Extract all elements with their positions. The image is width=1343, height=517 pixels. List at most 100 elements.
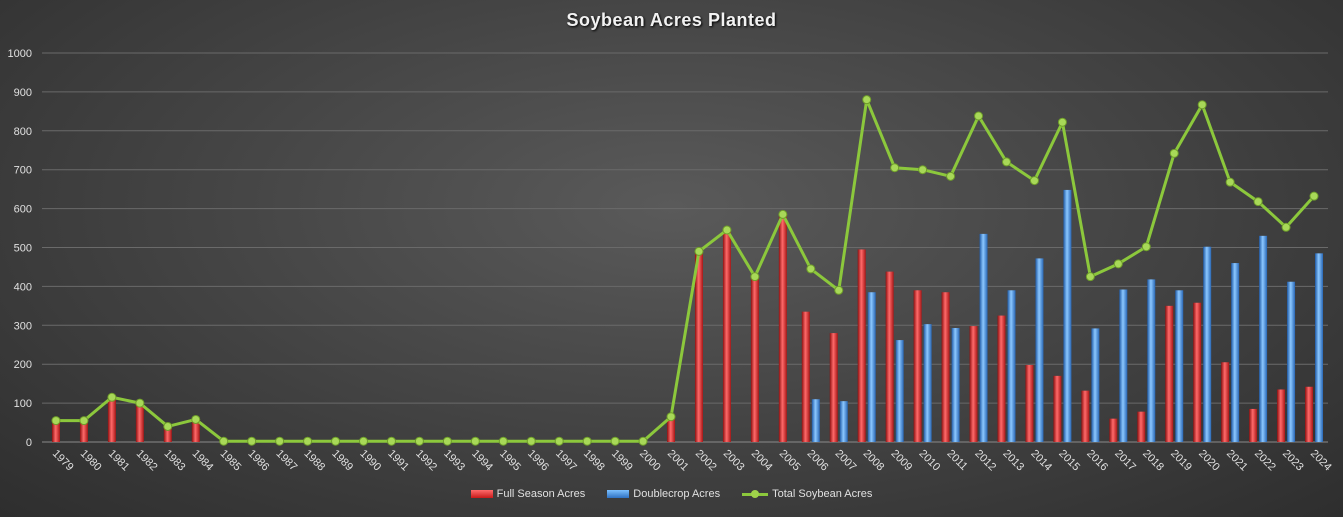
legend-label-doublecrop: Doublecrop Acres (633, 488, 721, 500)
bar-full-season-2007 (829, 333, 838, 442)
legend-label-total: Total Soybean Acres (772, 488, 873, 500)
x-tick-label-1989: 1989 (329, 448, 355, 474)
bar-doublecrop-2022 (1259, 235, 1268, 442)
point-total-1982 (135, 398, 145, 408)
x-tick-label-1995: 1995 (497, 448, 523, 474)
bar-full-season-2018 (1137, 411, 1146, 442)
point-total-2019 (1169, 148, 1179, 158)
x-tick-label-2015: 2015 (1056, 448, 1082, 474)
legend-item-doublecrop: Doublecrop Acres (607, 488, 720, 500)
x-tick-label-1992: 1992 (413, 448, 439, 474)
x-tick-label-2000: 2000 (637, 448, 663, 474)
bar-full-season-2017 (1109, 418, 1118, 442)
bar-doublecrop-2008 (867, 292, 876, 442)
bar-doublecrop-2024 (1315, 253, 1324, 442)
bar-full-season-1981 (107, 397, 116, 442)
bar-full-season-2020 (1193, 302, 1202, 442)
point-total-2016 (1085, 272, 1095, 282)
point-total-2020 (1197, 100, 1207, 110)
point-total-2015 (1057, 117, 1067, 127)
x-tick-label-2006: 2006 (805, 448, 831, 474)
bar-full-season-2003 (722, 229, 731, 442)
point-total-1999 (610, 436, 620, 446)
bar-full-season-2004 (750, 276, 759, 442)
bar-full-season-2016 (1081, 390, 1090, 442)
gridlines (42, 52, 1328, 443)
x-tick-label-1996: 1996 (525, 448, 551, 474)
point-total-2004 (750, 272, 760, 282)
x-tick-label-1983: 1983 (162, 448, 188, 474)
x-tick-label-2017: 2017 (1112, 448, 1138, 474)
point-total-1995 (498, 436, 508, 446)
bar-full-season-2015 (1053, 375, 1062, 442)
y-tick-label-300: 300 (14, 320, 32, 332)
point-total-2007 (834, 285, 844, 295)
point-total-2012 (974, 111, 984, 121)
point-total-2014 (1029, 176, 1039, 186)
x-tick-label-1998: 1998 (581, 448, 607, 474)
point-total-2000 (638, 436, 648, 446)
x-tick-label-2016: 2016 (1084, 448, 1110, 474)
point-total-1985 (219, 436, 229, 446)
legend-swatch-doublecrop (607, 490, 630, 498)
line-total-soybean-acres (55, 98, 1316, 443)
bar-doublecrop-2014 (1035, 258, 1044, 442)
bar-full-season-2022 (1249, 408, 1258, 442)
y-tick-label-1000: 1000 (8, 48, 32, 60)
y-tick-label-0: 0 (26, 437, 32, 449)
x-tick-label-2003: 2003 (721, 448, 747, 474)
point-total-2008 (862, 95, 872, 105)
bar-doublecrop-2007 (839, 401, 848, 442)
bar-doublecrop-2012 (979, 233, 988, 442)
bar-full-season-2010 (913, 290, 922, 442)
point-total-1986 (247, 436, 257, 446)
bar-full-season-1982 (135, 403, 144, 442)
bar-doublecrop-2006 (811, 399, 820, 442)
point-total-2023 (1281, 222, 1291, 232)
legend-item-full-season: Full Season Acres (470, 488, 585, 500)
x-tick-label-1984: 1984 (190, 448, 216, 474)
x-tick-label-2018: 2018 (1140, 448, 1166, 474)
bar-doublecrop-2011 (951, 328, 960, 442)
bar-full-season-2014 (1025, 364, 1034, 442)
y-tick-label-100: 100 (14, 398, 32, 410)
x-tick-label-1981: 1981 (106, 448, 132, 474)
x-tick-label-1991: 1991 (385, 448, 411, 474)
bar-doublecrop-2023 (1287, 281, 1296, 442)
y-tick-label-200: 200 (14, 359, 32, 371)
point-total-1998 (582, 436, 592, 446)
x-tick-label-2008: 2008 (861, 448, 887, 474)
point-total-1994 (470, 436, 480, 446)
y-axis-ticks: 0 100 200 300 400 500 600 700 800 900 1000 (8, 48, 32, 449)
bar-full-season-2002 (694, 251, 703, 442)
x-tick-label-2012: 2012 (972, 448, 998, 474)
legend-item-total: Total Soybean Acres (742, 488, 872, 500)
point-total-2021 (1225, 177, 1235, 187)
bar-full-season-2008 (857, 249, 866, 442)
x-tick-label-1987: 1987 (274, 448, 300, 474)
x-tick-label-1986: 1986 (246, 448, 272, 474)
y-tick-label-900: 900 (14, 87, 32, 99)
x-tick-label-2002: 2002 (693, 448, 719, 474)
x-tick-label-2004: 2004 (749, 448, 775, 474)
x-tick-label-1988: 1988 (301, 448, 327, 474)
point-total-2003 (722, 225, 732, 235)
bar-full-season-1983 (163, 426, 172, 442)
x-tick-label-1990: 1990 (357, 448, 383, 474)
point-total-2002 (694, 246, 704, 256)
point-total-2011 (946, 171, 956, 181)
x-tick-label-2021: 2021 (1224, 448, 1250, 474)
point-total-1980 (79, 416, 89, 426)
bar-doublecrop-2010 (923, 324, 932, 442)
point-total-1983 (163, 421, 173, 431)
point-total-1989 (331, 436, 341, 446)
point-total-1981 (107, 392, 117, 402)
bar-doublecrop-2013 (1007, 290, 1016, 442)
bar-doublecrop-2009 (895, 340, 904, 442)
bar-full-season-2013 (997, 315, 1006, 442)
x-tick-label-2013: 2013 (1000, 448, 1026, 474)
point-total-2024 (1309, 191, 1319, 201)
point-total-1993 (442, 436, 452, 446)
